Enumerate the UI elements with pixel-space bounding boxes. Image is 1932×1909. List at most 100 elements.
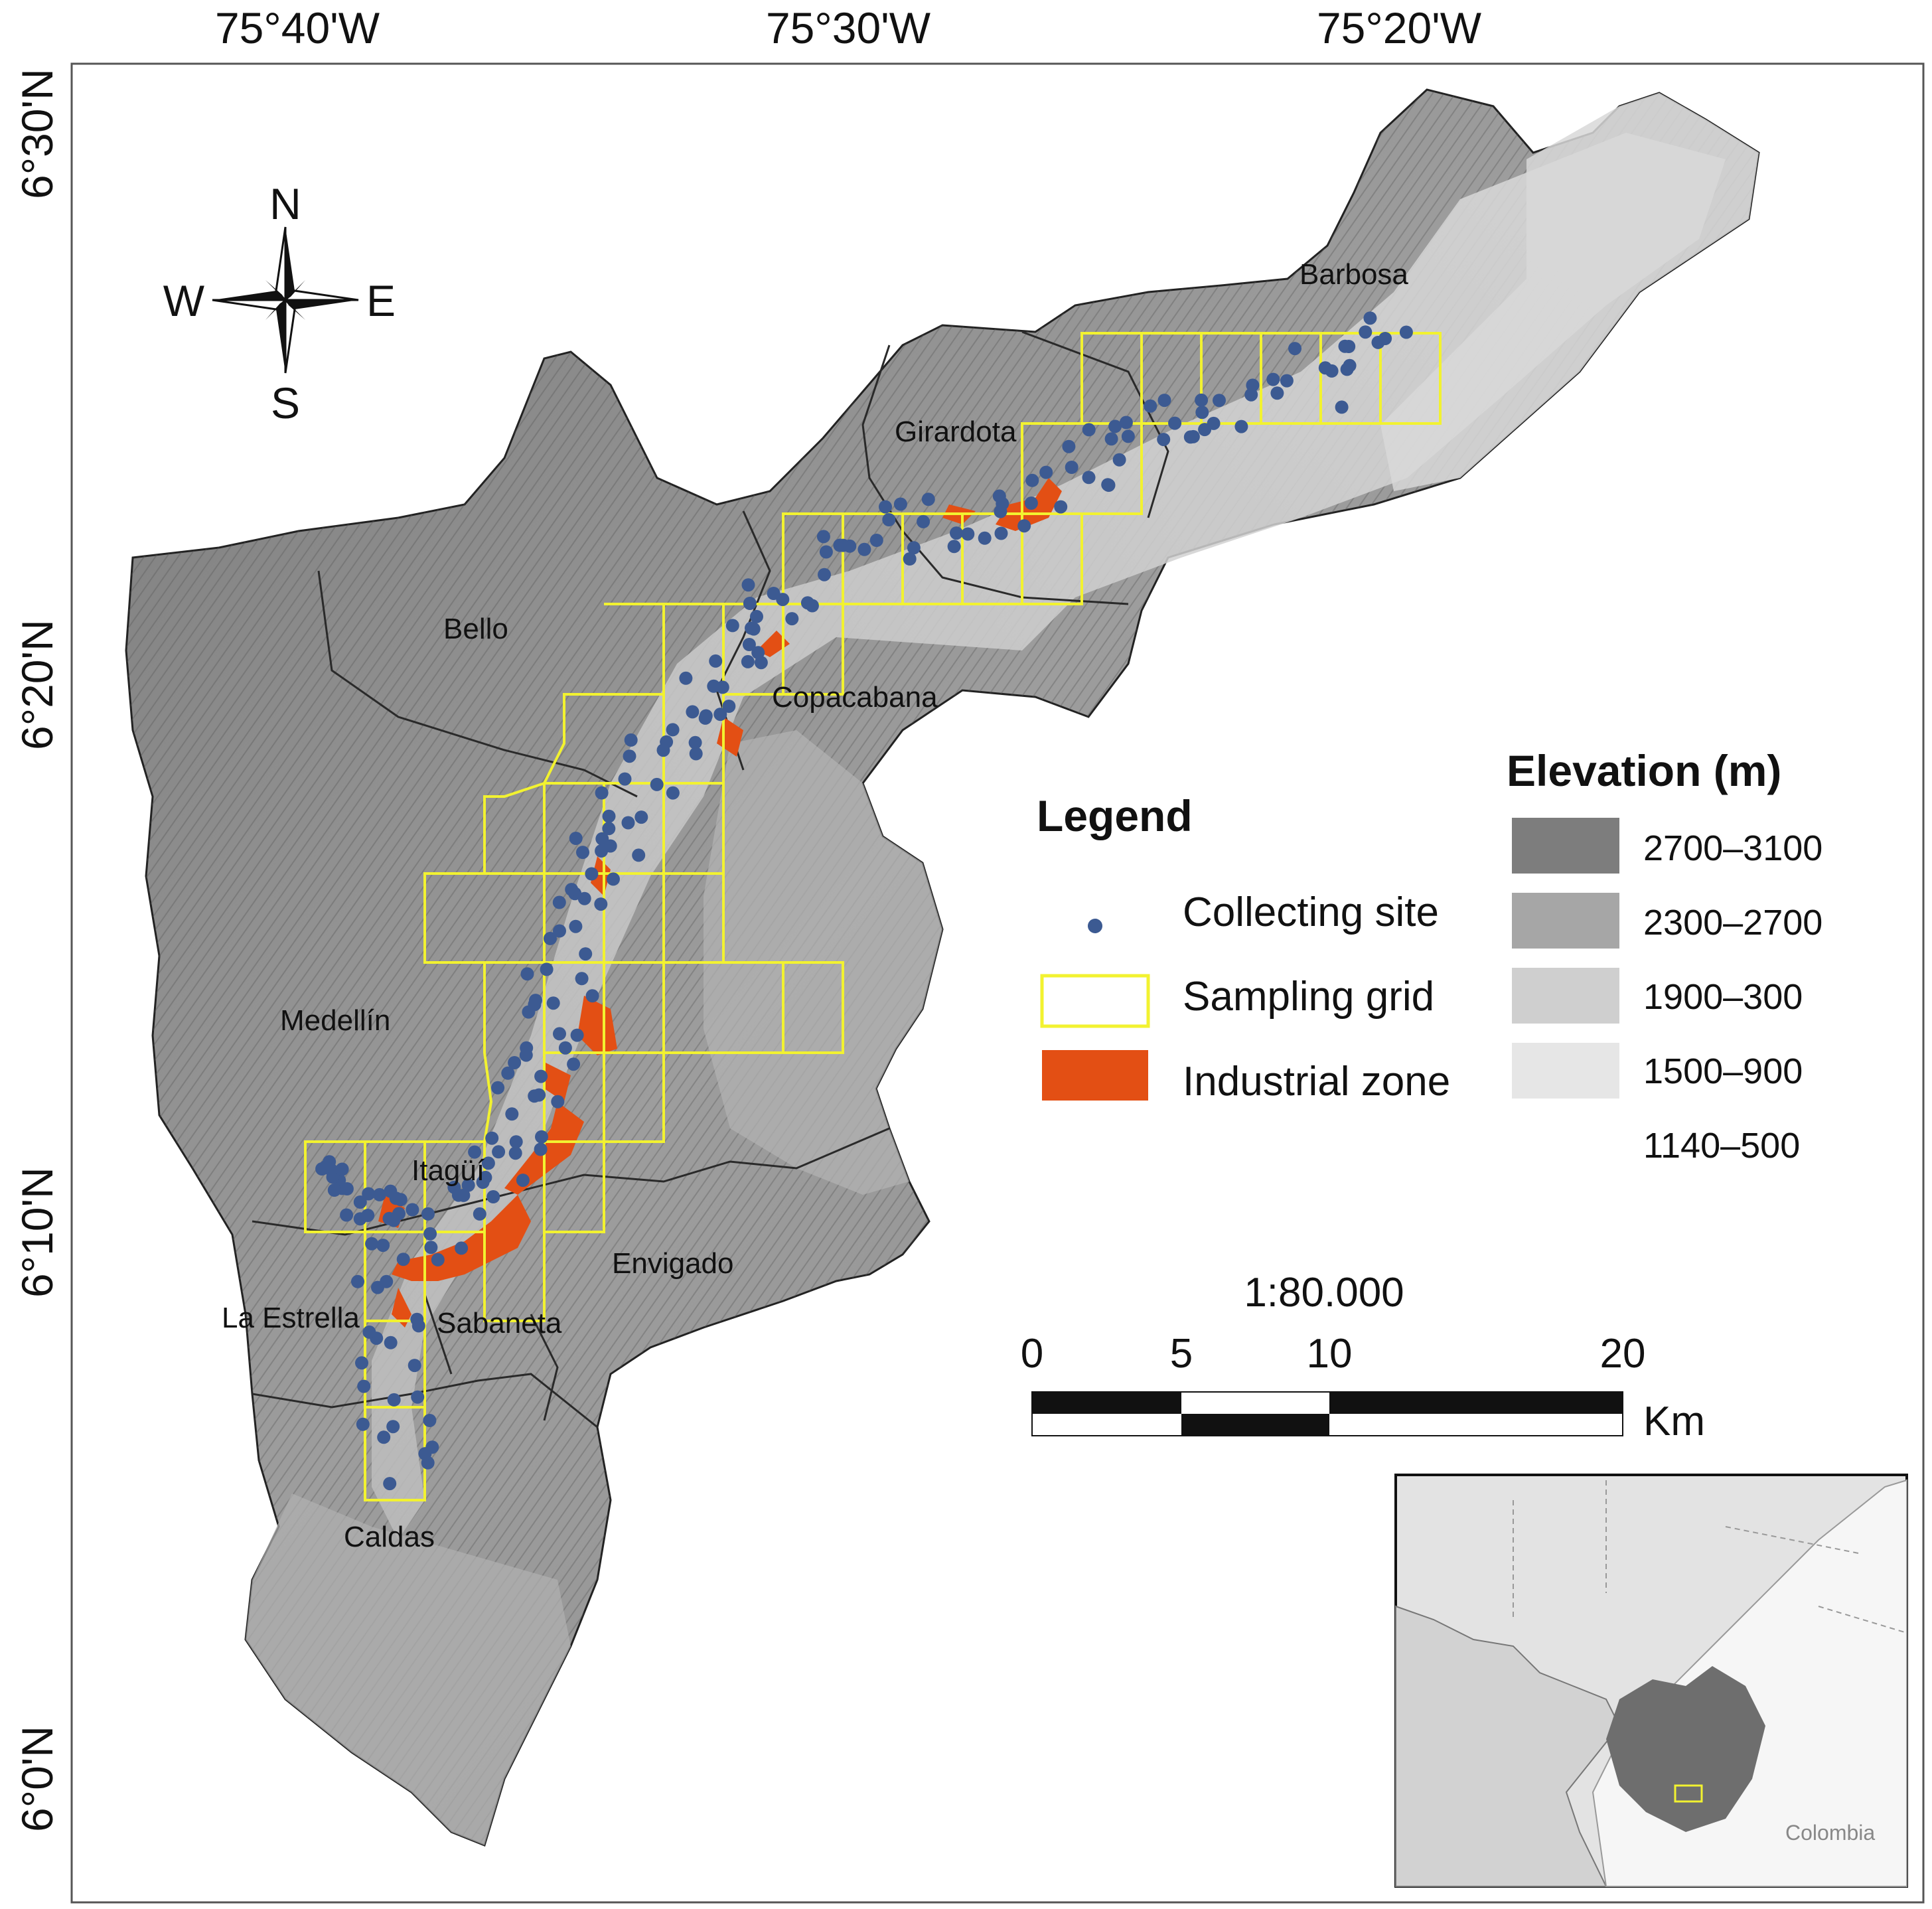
scale-ratio: 1:80.000 [1244,1270,1404,1316]
collecting-site-point [383,1477,397,1491]
collecting-site-point [551,1095,565,1108]
municipality-label-envigado: Envigado [612,1247,733,1280]
collecting-site-point [411,1390,425,1404]
municipality-label-bello: Bello [443,613,508,645]
collecting-site-point [481,1156,495,1170]
collecting-site-point [621,816,635,830]
collecting-site-point [585,989,599,1003]
collecting-site-point [1024,496,1038,510]
municipality-label-girardota: Girardota [895,416,1017,448]
collecting-site-point [1039,465,1053,479]
scale-unit: Km [1643,1399,1705,1444]
collecting-site-point [353,1195,367,1209]
collecting-site-point [486,1190,500,1203]
collecting-site-point [1270,386,1284,400]
legend-industrial-symbol [1042,1050,1148,1101]
scale-bar: 1:80.000 0 5 10 20 Km [1021,1270,1705,1444]
municipality-label-medellin: Medellín [280,1004,390,1037]
collecting-site-point [372,1187,386,1201]
collecting-site-point [327,1184,341,1197]
collecting-site-point [386,1420,400,1434]
collecting-site-point [569,919,583,933]
collecting-site-point [410,1312,424,1326]
hillshade-texture [126,90,1759,1845]
collecting-site-point [567,1057,581,1071]
elevation-legend-title: Elevation (m) [1507,746,1781,795]
collecting-site-point [751,646,765,660]
east-slope-light [1380,93,1759,491]
collecting-site-point [879,500,892,514]
collecting-site-point [725,619,739,633]
scale-segment [1032,1392,1181,1414]
collecting-site-point [594,897,608,911]
collecting-site-point [921,493,935,506]
collecting-site-point [544,931,557,945]
collecting-site-point [540,962,554,976]
collecting-site-point [978,531,992,545]
scale-tick-0: 0 [1021,1331,1043,1377]
collecting-site-point [805,599,819,613]
collecting-site-point [423,1227,437,1241]
legend-label-industrial-zone: Industrial zone [1183,1059,1450,1105]
boundary-medellin-south [252,1127,890,1236]
collecting-site-point [709,654,723,668]
collecting-site-point [380,1274,394,1288]
compass-south-label: S [271,378,300,427]
collecting-site-point [1082,423,1096,437]
scale-segment [1181,1414,1329,1436]
collecting-site-point [546,996,560,1010]
scale-tick-20: 20 [1600,1331,1646,1377]
inset-study-area [1674,1784,1703,1803]
collecting-site-point [907,541,921,555]
legend-site-symbol [1088,919,1102,933]
collecting-site-point [1288,342,1301,356]
collecting-site-point [509,1135,523,1149]
inset-antioquia [1606,1666,1765,1832]
collecting-site-point [565,883,579,897]
collecting-site-point [618,772,632,786]
scale-tick-10: 10 [1307,1331,1353,1377]
collecting-site-point [754,656,768,670]
legend-title: Legend [1037,791,1193,840]
inset-colombia-label: Colombia [1785,1821,1875,1845]
collecting-site-point [423,1414,437,1427]
collecting-site-point [1017,519,1031,533]
collecting-site-point [361,1209,375,1222]
collecting-site-point [688,735,702,749]
collecting-site-point [893,497,907,511]
collecting-site-point [1054,500,1068,514]
south-slope [246,1493,571,1845]
inset-map: Colombia [1394,1474,1908,1888]
collecting-site-point [1234,420,1248,433]
collecting-site-point [351,1274,364,1288]
collecting-site-point [634,810,648,824]
industrial-zone [392,1288,411,1328]
collecting-site-point [994,526,1008,540]
municipality-label-sabaneta: Sabaneta [437,1307,562,1339]
collecting-site-point [516,1174,530,1187]
collecting-site-point [532,1088,546,1102]
collecting-site-point [996,496,1009,510]
elevation-legend: Elevation (m) 2700–3100 2300–2700 1900–3… [1507,746,1822,1174]
elevation-swatch-2700-3100 [1512,818,1619,874]
longitude-label-75-20: 75°20'W [1316,3,1482,52]
collecting-sites [315,311,1413,1491]
collecting-site-point [570,1028,584,1042]
compass-east-label: E [366,276,396,325]
collecting-site-point [595,786,609,800]
collecting-site-point [722,700,736,713]
collecting-site-point [785,612,799,626]
collecting-site-point [1371,335,1385,349]
legend-label-sampling-grid: Sampling grid [1183,974,1434,1020]
municipality-label-caldas: Caldas [344,1521,435,1553]
collecting-site-point [707,679,721,693]
collecting-site-point [767,587,780,600]
collecting-site-point [741,654,755,668]
municipality-label-la-estrella: La Estrella [222,1302,360,1334]
collecting-site-point [1119,416,1133,429]
collecting-site-point [1108,420,1122,433]
collecting-site-point [508,1146,522,1160]
legend-label-collecting-site: Collecting site [1183,889,1439,935]
collecting-site-point [520,967,534,981]
collecting-site-point [473,1207,486,1221]
